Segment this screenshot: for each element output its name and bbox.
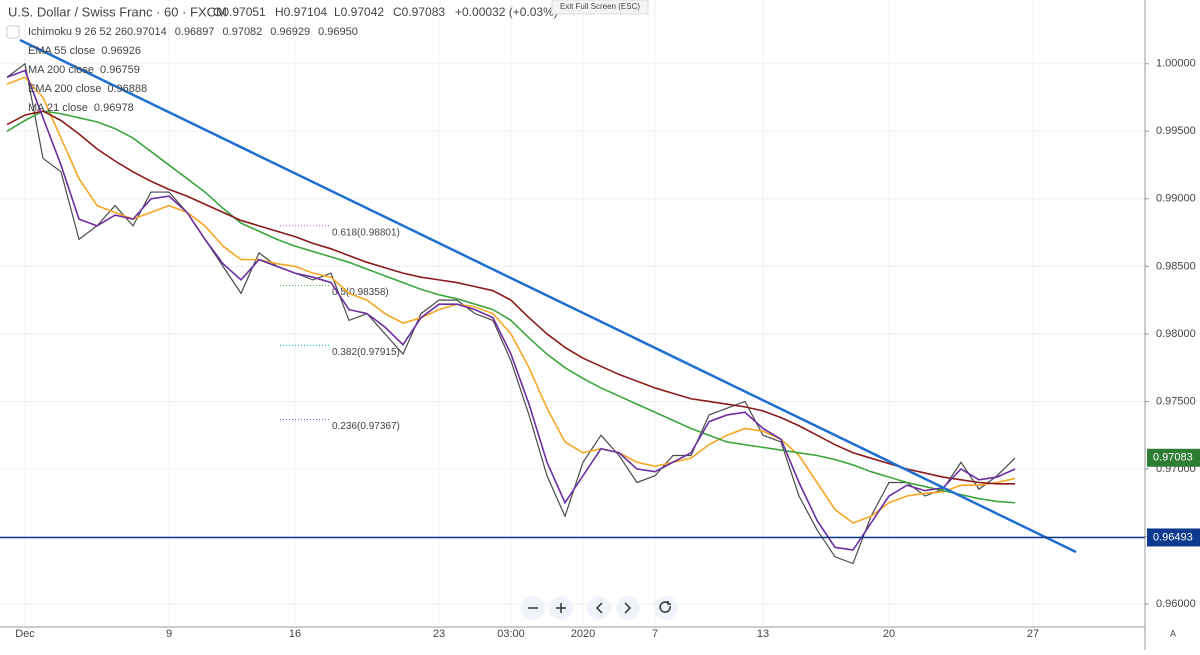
y-tick-label: 0.98000 xyxy=(1156,328,1196,340)
series-line xyxy=(6,76,1016,524)
fib-label: 0.5(0.98358) xyxy=(332,287,389,298)
ichimoku-value: 0.97082 xyxy=(223,26,263,38)
fib-label: 0.618(0.98801) xyxy=(332,227,400,238)
series-line xyxy=(6,69,1016,551)
navigation xyxy=(521,596,678,620)
series-line xyxy=(6,62,1016,565)
low: L0.97042 xyxy=(334,5,384,19)
reset[interactable] xyxy=(654,596,678,620)
ichimoku-value: 0.96897 xyxy=(175,26,215,38)
ichimoku-value: 0.97014 xyxy=(127,26,167,38)
legend-name: EMA 200 close xyxy=(28,83,101,95)
legend-value: 0.96888 xyxy=(107,83,147,95)
y-tick-label: 0.99500 xyxy=(1156,125,1196,137)
x-tick-label: 27 xyxy=(1027,628,1039,640)
x-tick-label: 16 xyxy=(289,628,301,640)
series-line xyxy=(6,110,1015,485)
y-tick-label: 0.98500 xyxy=(1156,260,1196,272)
legend-value: 0.96759 xyxy=(100,64,140,76)
legend-name: MA 21 close xyxy=(28,102,88,114)
ichimoku-value: 0.96929 xyxy=(270,26,310,38)
exit-fullscreen-label[interactable]: Exit Full Screen (ESC) xyxy=(560,2,640,11)
ichimoku-value: 0.96950 xyxy=(318,26,358,38)
legend-name: MA 200 close xyxy=(28,64,94,76)
x-tick-label: 23 xyxy=(433,628,445,640)
x-tick-label: 20 xyxy=(883,628,895,640)
fib-label: 0.236(0.97367) xyxy=(332,421,400,432)
x-tick-label: Dec xyxy=(15,628,35,640)
y-tick-label: 1.00000 xyxy=(1156,58,1196,70)
scroll-left-icon xyxy=(595,602,603,614)
legend-name: EMA 55 close xyxy=(28,45,95,57)
change: +0.00032 (+0.03%) xyxy=(455,5,558,19)
y-tick-label: 0.99000 xyxy=(1156,193,1196,205)
fib-label: 0.382(0.97915) xyxy=(332,347,400,358)
last-price-tag xyxy=(1147,448,1200,467)
last-price-label: 0.97083 xyxy=(1153,452,1193,464)
ichimoku-name: Ichimoku 9 26 52 26 xyxy=(28,26,127,38)
auto-scale[interactable]: A xyxy=(1170,628,1176,638)
hline-price-label: 0.96493 xyxy=(1153,531,1193,543)
symbol: U.S. Dollar / Swiss Franc · 60 · FXCM xyxy=(8,4,227,19)
open: O0.97051 xyxy=(213,5,266,19)
zoom-in-icon xyxy=(556,603,566,613)
y-tick-label: 0.97500 xyxy=(1156,395,1196,407)
x-tick-label: 2020 xyxy=(571,628,595,640)
reset-icon xyxy=(659,601,671,613)
scroll-right[interactable] xyxy=(616,596,640,620)
y-tick-label: 0.96000 xyxy=(1156,598,1196,610)
collapse-toggle[interactable] xyxy=(6,25,20,39)
series-line xyxy=(6,110,1016,504)
x-tick-label: 7 xyxy=(652,628,658,640)
legend-value: 0.96926 xyxy=(101,45,141,57)
scroll-left[interactable] xyxy=(587,596,611,620)
x-tick-label: 13 xyxy=(757,628,769,640)
exit-fullscreen[interactable] xyxy=(551,0,649,15)
hline-price-tag xyxy=(1147,528,1200,547)
trend-line xyxy=(19,38,1077,554)
x-tick-label: 03:00 xyxy=(497,628,525,640)
high: H0.97104 xyxy=(275,5,327,19)
close: C0.97083 xyxy=(393,5,445,19)
scroll-right-icon xyxy=(624,602,632,614)
x-tick-label: 9 xyxy=(166,628,172,640)
legend-value: 0.96978 xyxy=(94,102,134,114)
